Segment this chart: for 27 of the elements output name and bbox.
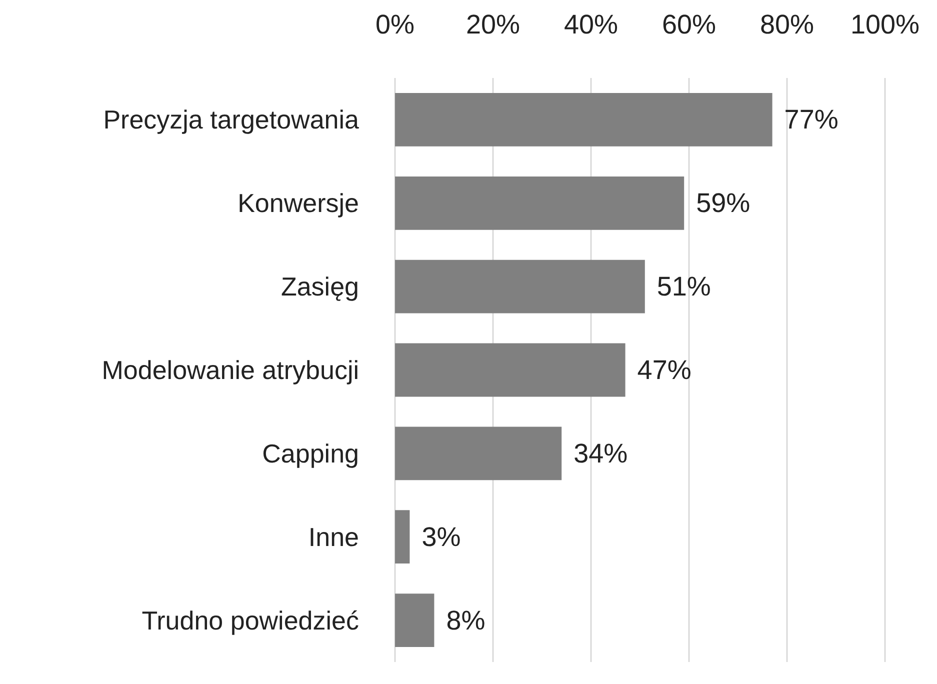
x-tick-label: 100% xyxy=(850,10,920,40)
bar xyxy=(395,426,562,480)
bar xyxy=(395,510,410,564)
x-tick-label: 20% xyxy=(466,10,520,40)
bar xyxy=(395,260,645,314)
bar xyxy=(395,176,684,230)
y-tick-label: Precyzja targetowania xyxy=(103,104,360,135)
y-tick-label: Trudno powiedzieć xyxy=(142,605,359,636)
data-label: 3% xyxy=(422,522,461,552)
data-label: 47% xyxy=(637,355,692,385)
x-tick-label: 60% xyxy=(662,10,716,40)
x-tick-label: 0% xyxy=(375,10,415,40)
y-tick-label: Capping xyxy=(262,438,359,468)
data-label: 8% xyxy=(446,605,486,636)
x-tick-label: 80% xyxy=(760,10,814,40)
bar xyxy=(395,343,626,397)
y-tick-label: Konwersje xyxy=(238,188,359,218)
bar xyxy=(395,594,434,647)
bar xyxy=(395,93,772,146)
y-tick-label: Inne xyxy=(308,522,359,552)
data-label: 59% xyxy=(696,188,750,218)
data-label: 34% xyxy=(574,438,628,468)
y-tick-label: Zasięg xyxy=(280,272,359,302)
data-label: 77% xyxy=(784,104,838,135)
y-tick-label: Modelowanie atrybucji xyxy=(102,355,359,385)
x-tick-label: 40% xyxy=(564,10,618,40)
data-label: 51% xyxy=(656,272,711,302)
